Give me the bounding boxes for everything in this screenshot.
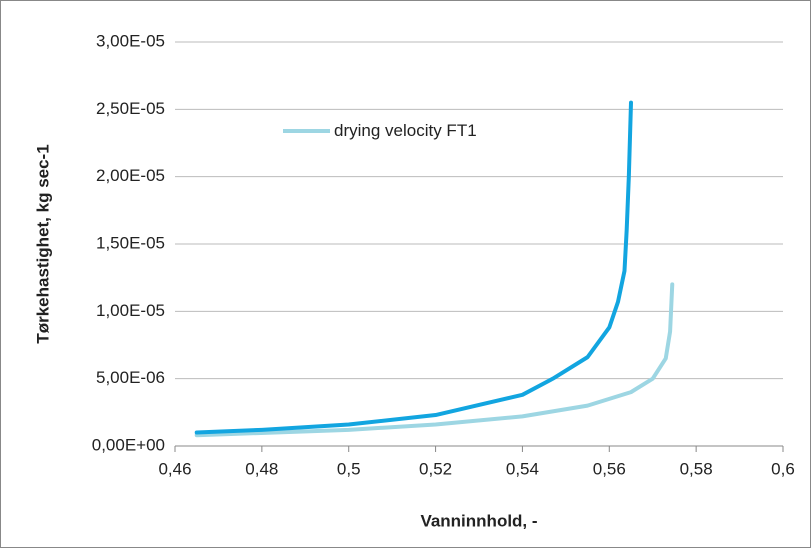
series-line [194,282,675,438]
series-line [194,100,633,435]
legend-label: drying velocity FT1 [334,121,477,140]
y-tick-label: 0,00E+00 [92,435,165,454]
y-axis-title: Tørkehastighet, kg sec-1 [33,144,52,343]
x-tick-label: 0,6 [771,459,795,478]
y-tick-label: 2,50E-05 [96,99,165,118]
y-tick-label: 3,00E-05 [96,31,165,50]
x-tick-label: 0,58 [680,459,713,478]
x-tick-label: 0,56 [593,459,626,478]
x-axis-title: Vanninnhold, - [420,511,537,530]
x-tick-label: 0,46 [158,459,191,478]
x-tick-label: 0,54 [506,459,539,478]
y-tick-label: 1,50E-05 [96,233,165,252]
y-tick-label: 1,00E-05 [96,301,165,320]
y-tick-label: 2,00E-05 [96,166,165,185]
x-tick-label: 0,48 [245,459,278,478]
x-tick-label: 0,5 [337,459,361,478]
y-tick-label: 5,00E-06 [96,368,165,387]
x-tick-label: 0,52 [419,459,452,478]
